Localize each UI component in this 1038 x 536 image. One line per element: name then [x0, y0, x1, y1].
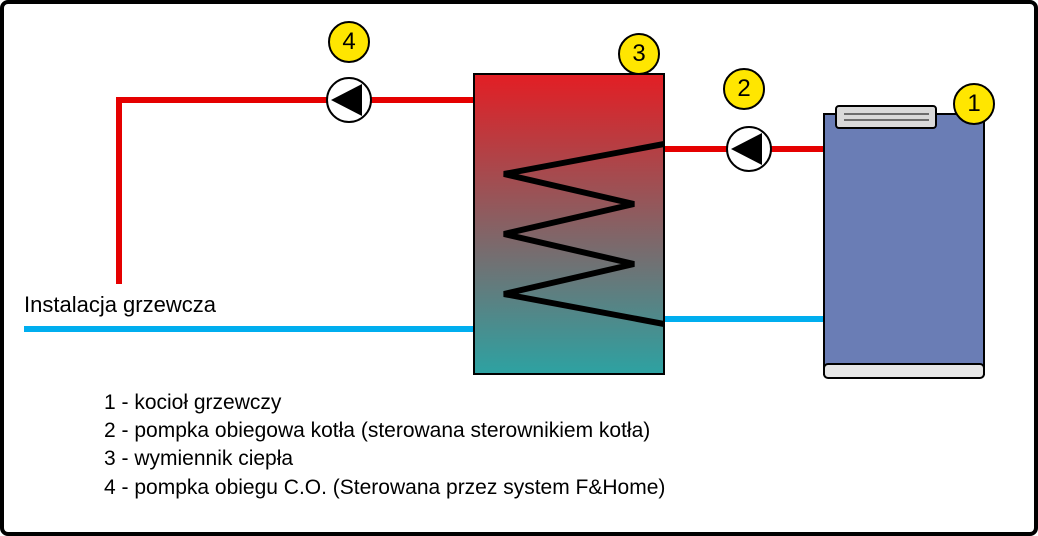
badge-4: 4	[328, 21, 370, 63]
badge-3: 3	[618, 33, 660, 75]
boiler-body	[824, 114, 984, 374]
badge-1-text: 1	[967, 90, 980, 118]
badge-2-text: 2	[737, 75, 750, 103]
installation-label: Instalacja grzewcza	[24, 292, 216, 318]
hot-pipe-left	[119, 100, 474, 284]
legend-item-3: 3 - wymiennik ciepła	[104, 445, 665, 473]
legend-item-1: 1 - kocioł grzewczy	[104, 389, 665, 417]
badge-2: 2	[723, 68, 765, 110]
legend-item-2: 2 - pompka obiegowa kotła (sterowana ste…	[104, 417, 665, 445]
heat-exchanger	[474, 74, 664, 374]
badge-4-text: 4	[342, 28, 355, 56]
badge-3-text: 3	[632, 40, 645, 68]
boiler-panel	[836, 106, 936, 128]
legend: 1 - kocioł grzewczy 2 - pompka obiegowa …	[104, 389, 665, 502]
legend-item-4: 4 - pompka obiegu C.O. (Sterowana przez …	[104, 474, 665, 502]
badge-1: 1	[953, 83, 995, 125]
boiler-base	[824, 364, 984, 378]
diagram-frame: 1 2 3 4 Instalacja grzewcza 1 - kocioł g…	[0, 0, 1038, 536]
